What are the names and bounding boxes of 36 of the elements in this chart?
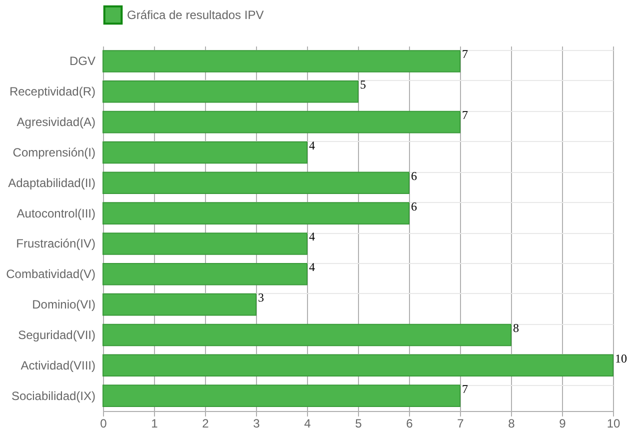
x-tick-label: 4 [304, 416, 312, 430]
y-tick-label: Receptividad(R) [9, 84, 96, 99]
y-tick-label: Adaptabilidad(II) [8, 176, 96, 190]
x-tick-label: 9 [559, 416, 566, 430]
y-tick-label: Sociabilidad(IX) [11, 388, 96, 403]
data-label: 4 [309, 230, 315, 244]
data-label: 4 [309, 138, 315, 152]
y-tick-label: Combatividad(V) [6, 267, 96, 282]
y-tick-label: Frustración(IV) [16, 236, 96, 251]
data-label: 7 [462, 382, 468, 396]
data-label: 7 [462, 47, 468, 62]
y-tick-label: DGV [69, 54, 96, 68]
x-tick-label: 3 [253, 416, 260, 430]
data-label: 6 [411, 168, 417, 183]
x-tick-label: 5 [355, 416, 362, 430]
data-label: 6 [411, 199, 417, 214]
data-label: 7 [462, 108, 468, 122]
data-label: 10 [615, 351, 627, 366]
x-tick-label: 7 [457, 416, 464, 430]
x-tick-label: 6 [406, 416, 414, 430]
y-tick-label: Dominio(VI) [32, 298, 96, 312]
legend-label: Gráfica de resultados IPV [127, 8, 264, 22]
y-tick-label: Agresividad(A) [16, 115, 96, 130]
y-tick-label: Comprensión(I) [12, 145, 96, 160]
x-tick-label: 2 [202, 416, 210, 430]
x-tick-label: 1 [151, 416, 158, 430]
x-tick-label: 0 [100, 416, 108, 430]
data-label: 5 [360, 78, 366, 92]
y-tick-label: Seguridad(VII) [18, 328, 96, 342]
data-label: 3 [258, 290, 264, 305]
data-label: 8 [513, 320, 519, 335]
x-tick-label: 8 [508, 416, 516, 430]
y-tick-label: Autocontrol(III) [16, 206, 96, 220]
data-label: 4 [309, 260, 315, 274]
x-tick-label: 10 [606, 416, 620, 430]
y-tick-label: Actividad(VIII) [20, 358, 96, 372]
